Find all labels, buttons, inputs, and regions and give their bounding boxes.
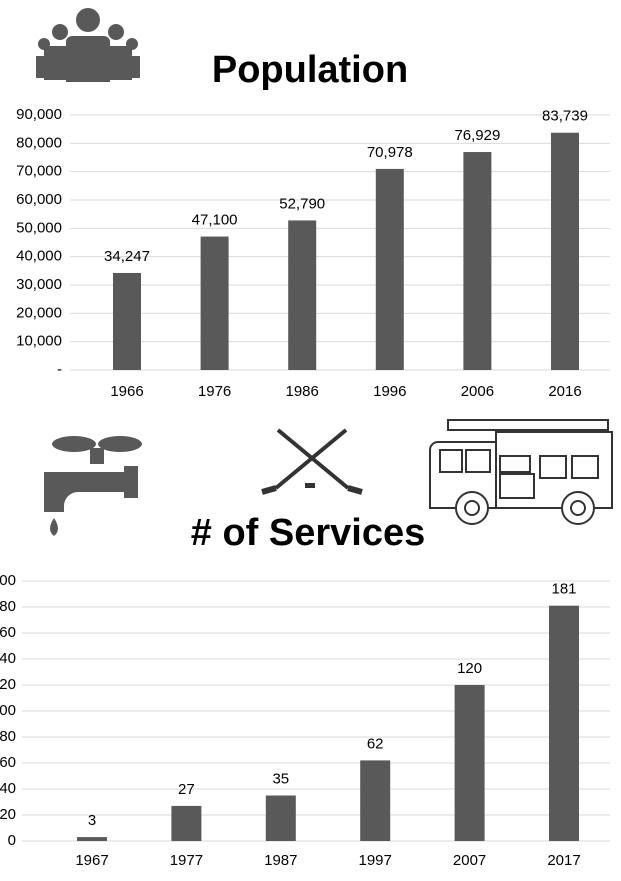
data-label: 47,100 — [192, 212, 238, 229]
data-label: 62 — [367, 735, 384, 752]
faucet-icon — [44, 436, 142, 536]
y-tick-label: 50,000 — [16, 219, 62, 236]
data-label: 35 — [272, 770, 289, 787]
x-tick-label: 2016 — [548, 383, 581, 400]
hockey-icon — [261, 428, 363, 495]
bar — [77, 837, 107, 841]
data-label: 52,790 — [279, 195, 325, 212]
x-tick-label: 2006 — [461, 383, 494, 400]
bar — [551, 132, 579, 370]
y-tick-label: 90,000 — [16, 106, 62, 123]
x-tick-label: 2007 — [453, 852, 486, 869]
chart-title: Population — [212, 49, 408, 91]
y-tick-label: 20,000 — [16, 304, 62, 321]
x-tick-label: 1977 — [170, 852, 203, 869]
data-label: 181 — [551, 581, 576, 598]
chart-title: # of Services — [191, 512, 425, 554]
y-tick-label: 20 — [0, 806, 16, 823]
x-tick-label: 1986 — [286, 383, 319, 400]
x-tick-label: 1967 — [75, 852, 108, 869]
y-tick-label: 60,000 — [16, 191, 62, 208]
y-tick-label: 0 — [8, 832, 16, 849]
data-label: 34,247 — [104, 248, 150, 265]
bar — [549, 605, 579, 841]
bar — [113, 272, 141, 370]
people-icon — [36, 8, 140, 82]
x-tick-label: 1997 — [359, 852, 392, 869]
y-tick-label: - — [57, 361, 62, 378]
y-tick-label: 30,000 — [16, 276, 62, 293]
bar — [463, 152, 492, 370]
y-tick-label: 10,000 — [16, 333, 62, 350]
data-label: 83,739 — [542, 108, 588, 125]
data-label: 76,929 — [454, 127, 500, 144]
y-tick-label: 60 — [0, 754, 16, 771]
bar — [171, 805, 202, 841]
fire-truck-icon — [429, 419, 613, 525]
bar — [200, 236, 229, 370]
y-tick-label: 80,000 — [16, 134, 62, 151]
x-tick-label: 1987 — [264, 852, 297, 869]
bar — [375, 168, 404, 370]
y-tick-label: 40 — [0, 780, 16, 797]
y-tick-label: 180 — [0, 598, 16, 615]
y-tick-label: 70,000 — [16, 163, 62, 180]
data-label: 70,978 — [367, 144, 413, 161]
x-tick-label: 1966 — [110, 383, 143, 400]
bar — [454, 685, 485, 841]
y-tick-label: 80 — [0, 728, 16, 745]
data-label: 120 — [457, 660, 482, 677]
y-tick-label: 140 — [0, 650, 16, 667]
y-tick-label: 200 — [0, 572, 16, 589]
data-label: 3 — [88, 812, 96, 829]
y-tick-label: 40,000 — [16, 248, 62, 265]
bar — [288, 220, 317, 370]
x-tick-label: 1976 — [198, 383, 231, 400]
y-tick-label: 120 — [0, 676, 16, 693]
bar — [265, 795, 296, 841]
data-label: 27 — [178, 781, 195, 798]
x-tick-label: 1996 — [373, 383, 406, 400]
x-tick-label: 2017 — [547, 852, 580, 869]
bar — [360, 760, 391, 841]
y-tick-label: 160 — [0, 624, 16, 641]
y-tick-label: 100 — [0, 702, 16, 719]
